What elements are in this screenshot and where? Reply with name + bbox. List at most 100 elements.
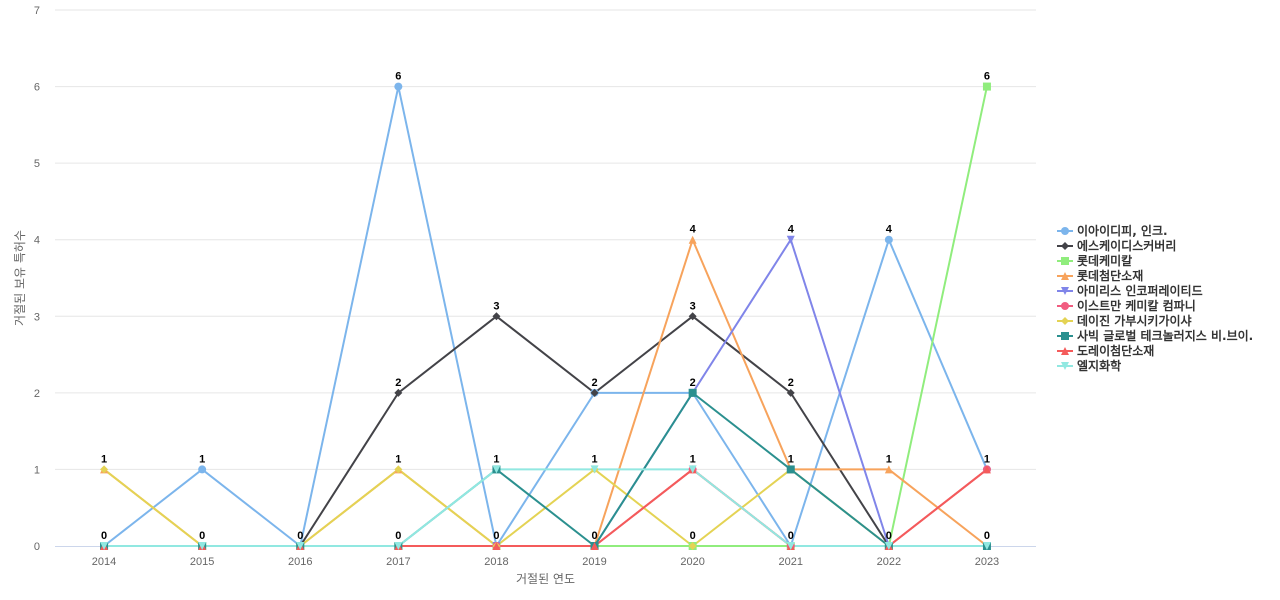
data-point bbox=[688, 542, 697, 550]
legend-marker bbox=[1061, 347, 1069, 355]
data-point bbox=[394, 465, 403, 474]
legend-label: 데이진 가부시키가이샤 bbox=[1077, 313, 1192, 328]
legend-label: 도레이첨단소재 bbox=[1077, 343, 1154, 358]
data-label: 0 bbox=[591, 530, 597, 542]
data-label: 0 bbox=[984, 530, 990, 542]
data-label: 1 bbox=[788, 453, 794, 465]
data-point bbox=[884, 235, 893, 244]
x-tick-label: 2019 bbox=[582, 556, 606, 568]
legend-item[interactable]: 롯데케미칼 bbox=[1057, 253, 1132, 268]
y-tick-label: 2 bbox=[34, 388, 40, 400]
legend-item[interactable]: 데이진 가부시키가이샤 bbox=[1057, 313, 1192, 328]
data-point bbox=[198, 542, 207, 550]
data-point bbox=[982, 82, 991, 91]
data-label: 1 bbox=[101, 453, 107, 465]
data-point bbox=[296, 542, 305, 550]
x-tick-label: 2018 bbox=[484, 556, 508, 568]
data-label: 0 bbox=[395, 530, 401, 542]
data-label: 0 bbox=[101, 530, 107, 542]
legend-item[interactable]: 에스케이디스커버리 bbox=[1057, 238, 1176, 253]
legend-marker bbox=[1061, 227, 1069, 235]
y-tick-label: 4 bbox=[34, 235, 40, 247]
legend-marker bbox=[1061, 287, 1069, 295]
legend-marker bbox=[1061, 317, 1069, 325]
data-label: 0 bbox=[297, 530, 303, 542]
data-point bbox=[786, 465, 795, 474]
legend-label: 이스트만 케미칼 컴파니 bbox=[1077, 298, 1196, 313]
data-point bbox=[492, 312, 501, 321]
x-tick-label: 2014 bbox=[92, 556, 116, 568]
y-tick-label: 7 bbox=[34, 5, 40, 17]
data-label: 2 bbox=[591, 377, 597, 389]
legend-label: 롯데첨단소재 bbox=[1077, 268, 1143, 283]
data-label: 1 bbox=[591, 453, 597, 465]
legend-item[interactable]: 아미리스 인코퍼레이티드 bbox=[1057, 283, 1203, 298]
legend-item[interactable]: 롯데첨단소재 bbox=[1057, 268, 1143, 283]
series-line bbox=[104, 468, 987, 547]
data-label: 4 bbox=[690, 224, 697, 236]
data-point bbox=[590, 388, 599, 397]
data-point bbox=[100, 542, 109, 550]
data-point bbox=[982, 465, 991, 474]
y-tick-label: 3 bbox=[34, 311, 40, 323]
x-tick-label: 2021 bbox=[779, 556, 803, 568]
data-point bbox=[394, 542, 403, 550]
grid-lines bbox=[55, 9, 1036, 470]
data-point bbox=[884, 465, 893, 474]
data-label: 1 bbox=[984, 453, 990, 465]
data-point bbox=[786, 388, 795, 397]
x-tick-label: 2015 bbox=[190, 556, 214, 568]
legend-item[interactable]: 이스트만 케미칼 컴파니 bbox=[1057, 298, 1196, 313]
legend-label: 엘지화학 bbox=[1077, 358, 1121, 373]
series-lines bbox=[103, 85, 988, 547]
series-line bbox=[104, 315, 987, 547]
data-label: 2 bbox=[788, 377, 794, 389]
data-point bbox=[688, 312, 697, 321]
data-point bbox=[590, 542, 599, 550]
data-label: 4 bbox=[886, 224, 893, 236]
legend-label: 사빅 글로벌 테크놀러지스 비.브이. bbox=[1077, 328, 1253, 343]
data-label: 2 bbox=[690, 377, 696, 389]
data-label: 4 bbox=[788, 224, 795, 236]
data-label: 0 bbox=[690, 530, 696, 542]
legend-marker bbox=[1061, 302, 1069, 310]
data-point bbox=[688, 235, 697, 244]
x-tick-label: 2017 bbox=[386, 556, 410, 568]
legend-item[interactable]: 도레이첨단소재 bbox=[1057, 343, 1154, 358]
y-axis-ticks: 0 1 2 3 4 5 6 7 bbox=[34, 5, 40, 553]
y-tick-label: 5 bbox=[34, 158, 40, 170]
legend-item[interactable]: 이아이디피, 인크. bbox=[1057, 223, 1168, 238]
data-label: 1 bbox=[395, 453, 401, 465]
data-label: 1 bbox=[199, 453, 205, 465]
data-point bbox=[688, 388, 697, 397]
data-point bbox=[590, 465, 599, 474]
legend-item[interactable]: 사빅 글로벌 테크놀러지스 비.브이. bbox=[1057, 328, 1253, 343]
x-axis-ticks: 2014 2015 2016 2017 2018 2019 2020 2021 2022 2023 bbox=[92, 556, 999, 568]
data-point bbox=[492, 465, 501, 474]
data-label: 2 bbox=[395, 377, 401, 389]
data-label: 0 bbox=[886, 530, 892, 542]
data-point bbox=[786, 542, 795, 550]
data-label: 1 bbox=[493, 453, 499, 465]
legend-marker bbox=[1061, 257, 1069, 265]
legend-label: 에스케이디스커버리 bbox=[1077, 238, 1176, 253]
legend-marker bbox=[1061, 272, 1069, 280]
legend-label: 롯데케미칼 bbox=[1077, 253, 1132, 268]
legend-marker bbox=[1061, 332, 1069, 340]
legend-marker bbox=[1061, 242, 1069, 250]
data-point bbox=[492, 542, 501, 550]
data-point bbox=[394, 82, 403, 91]
data-label: 1 bbox=[886, 453, 892, 465]
x-tick-label: 2020 bbox=[680, 556, 704, 568]
data-label: 1 bbox=[690, 453, 696, 465]
legend-label: 아미리스 인코퍼레이티드 bbox=[1077, 283, 1203, 298]
data-point bbox=[394, 388, 403, 397]
y-tick-label: 0 bbox=[34, 541, 40, 553]
data-label: 3 bbox=[690, 300, 696, 312]
y-tick-label: 1 bbox=[34, 464, 40, 476]
data-point bbox=[198, 465, 207, 474]
data-label: 0 bbox=[199, 530, 205, 542]
legend-item[interactable]: 엘지화학 bbox=[1057, 358, 1121, 373]
